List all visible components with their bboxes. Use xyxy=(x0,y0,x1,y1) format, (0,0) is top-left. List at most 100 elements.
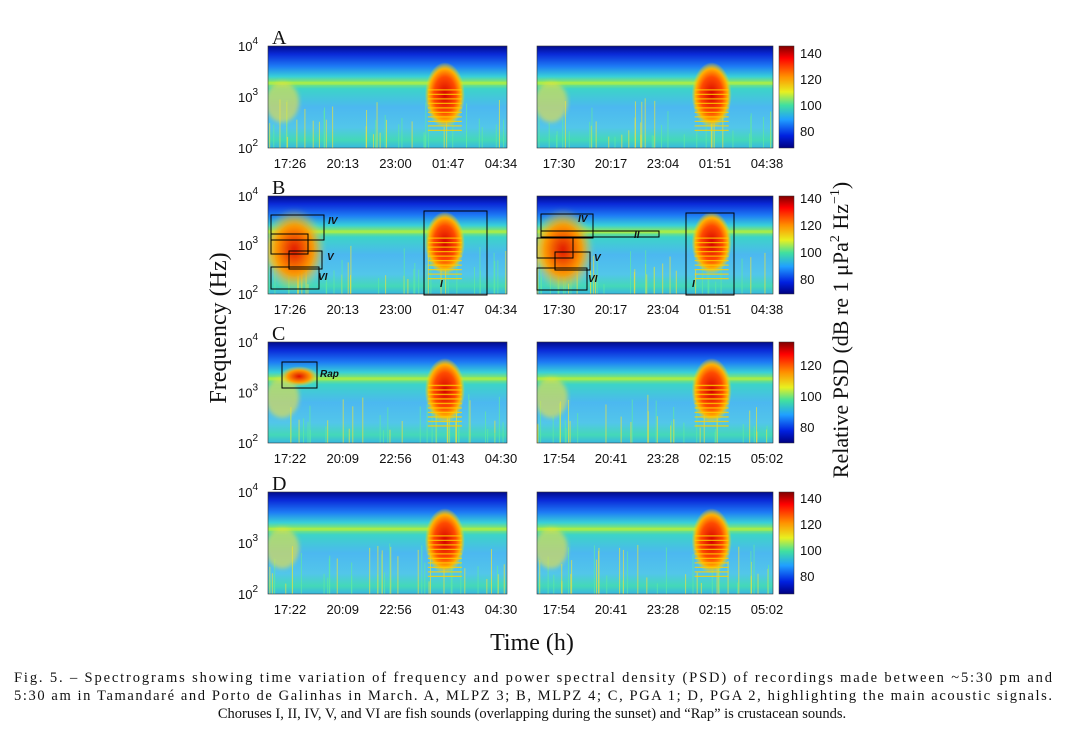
x-tick-label: 01:47 xyxy=(432,156,465,171)
spectrogram xyxy=(268,342,507,443)
tick-exp: 3 xyxy=(252,533,258,544)
early-signal xyxy=(268,527,300,569)
tick-base: 10 xyxy=(238,587,252,602)
x-tick-label: 17:30 xyxy=(543,302,576,317)
panel-letter: C xyxy=(272,323,285,345)
label-part: Relative PSD (dB re 1 μPa xyxy=(828,242,853,478)
colorbar-tick-label: 120 xyxy=(800,517,822,532)
x-tick-label: 20:41 xyxy=(595,602,628,617)
spectrogram-bg xyxy=(268,46,507,148)
axes-frame xyxy=(267,195,508,295)
colorbar-tick-label: 100 xyxy=(800,98,822,113)
caption-line: Choruses I, II, IV, V, and VI are fish s… xyxy=(218,706,846,722)
highlight-box xyxy=(423,210,488,296)
x-tick-label: 20:17 xyxy=(595,156,628,171)
colorbar xyxy=(778,341,795,444)
signal-label: V xyxy=(327,252,335,263)
panel-letter: D xyxy=(272,473,286,495)
spectrogram-bg xyxy=(537,492,773,594)
x-tick-label: 23:28 xyxy=(647,451,680,466)
band xyxy=(268,527,507,531)
y-tick-label: 104 xyxy=(238,186,258,204)
x-tick-label: 01:51 xyxy=(699,302,732,317)
caption-line: 5:30 am in Tamandaré and Porto de Galinh… xyxy=(14,688,1052,704)
spectrogram xyxy=(268,492,507,594)
tick-exp: 4 xyxy=(252,332,258,343)
colorbar-tick-label: 140 xyxy=(800,46,822,61)
tick-exp: 4 xyxy=(252,482,258,493)
tick-exp: 2 xyxy=(252,284,258,295)
early-signal xyxy=(268,81,300,123)
early-signal xyxy=(537,527,568,569)
axes-frame xyxy=(267,341,508,444)
x-tick-label: 23:00 xyxy=(379,156,412,171)
early-signal xyxy=(268,377,300,418)
y-tick-label: 103 xyxy=(238,383,258,401)
x-tick-label: 05:02 xyxy=(751,602,784,617)
spectrogram-bg xyxy=(268,492,507,594)
signal-label: V xyxy=(594,253,602,264)
colorbar xyxy=(778,491,795,595)
y-tick-label: 104 xyxy=(238,482,258,500)
x-tick-label: 20:09 xyxy=(326,602,359,617)
x-tick-label: 17:26 xyxy=(274,302,307,317)
spectrogram-bg xyxy=(537,342,773,443)
label-part: 2 xyxy=(828,235,843,242)
tick-base: 10 xyxy=(238,335,252,350)
x-tick-label: 22:56 xyxy=(379,451,412,466)
x-tick-label: 01:43 xyxy=(432,451,465,466)
label-part: −1 xyxy=(828,189,843,204)
x-tick-label: 04:30 xyxy=(485,451,518,466)
colorbar-tick-label: 100 xyxy=(800,389,822,404)
signal-label: VI xyxy=(318,272,328,283)
colorbar-tick-label: 120 xyxy=(800,358,822,373)
spectrogram xyxy=(268,196,507,294)
x-tick-label: 04:34 xyxy=(485,302,518,317)
x-tick-label: 04:30 xyxy=(485,602,518,617)
x-tick-label: 01:51 xyxy=(699,156,732,171)
y-tick-label: 102 xyxy=(238,433,258,451)
y-tick-label: 103 xyxy=(238,235,258,253)
tick-base: 10 xyxy=(238,287,252,302)
spectrogram xyxy=(537,492,773,594)
tick-base: 10 xyxy=(238,485,252,500)
signal-label: VI xyxy=(588,274,598,285)
x-tick-label: 20:41 xyxy=(595,451,628,466)
signal-label: I xyxy=(692,279,695,290)
x-tick-label: 17:22 xyxy=(274,602,307,617)
x-tick-label: 04:38 xyxy=(751,156,784,171)
x-tick-label: 01:43 xyxy=(432,602,465,617)
colorbar-tick-label: 80 xyxy=(800,272,814,287)
colorbar xyxy=(778,45,795,149)
colorbar-tick-label: 80 xyxy=(800,420,814,435)
tick-exp: 2 xyxy=(252,138,258,149)
highlight-box xyxy=(685,212,735,296)
x-axis-label: Time (h) xyxy=(490,630,574,656)
axes-frame xyxy=(536,491,774,595)
y-tick-label: 102 xyxy=(238,284,258,302)
tick-base: 10 xyxy=(238,141,252,156)
colorbar-tick-label: 80 xyxy=(800,569,814,584)
x-tick-label: 17:54 xyxy=(543,451,576,466)
tick-base: 10 xyxy=(238,536,252,551)
early-signal xyxy=(537,377,568,418)
colorbar-tick-label: 120 xyxy=(800,72,822,87)
band xyxy=(537,81,773,85)
x-tick-label: 22:56 xyxy=(379,602,412,617)
x-tick-label: 20:17 xyxy=(595,302,628,317)
highlight-box xyxy=(540,230,660,238)
x-tick-label: 05:02 xyxy=(751,451,784,466)
highlight-box xyxy=(270,266,320,290)
colorbar-tick-label: 140 xyxy=(800,191,822,206)
signal-label: IV xyxy=(328,216,339,227)
x-tick-label: 02:15 xyxy=(699,602,732,617)
x-tick-label: 02:15 xyxy=(699,451,732,466)
tick-exp: 2 xyxy=(252,584,258,595)
tick-base: 10 xyxy=(238,386,252,401)
colorbar-tick-label: 100 xyxy=(800,543,822,558)
signal-label: IV xyxy=(578,214,589,225)
tick-base: 10 xyxy=(238,90,252,105)
colorbar-tick-label: 80 xyxy=(800,124,814,139)
highlight-box xyxy=(270,214,325,241)
